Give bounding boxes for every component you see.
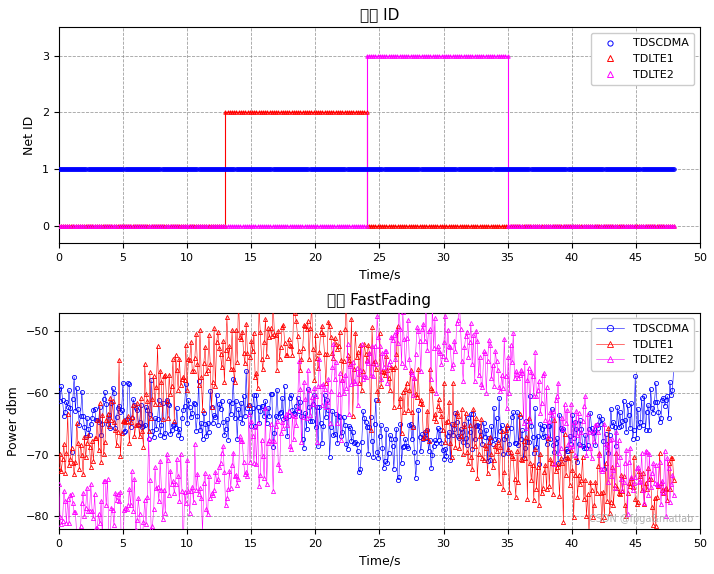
TDLTE2 [247, 417, 256, 424]
Legend: TDSCDMA, TDLTE1, TDLTE2: TDSCDMA, TDLTE1, TDLTE2 [591, 33, 695, 85]
Y-axis label: Net ID: Net ID [24, 115, 36, 155]
TDSCDMA [518, 166, 526, 173]
TDLTE2 [429, 344, 438, 351]
TDLTE1 [221, 223, 230, 230]
TDLTE1 [202, 223, 211, 230]
TDLTE1 [54, 466, 63, 472]
TDLTE2 [341, 223, 349, 230]
TDLTE1 [129, 223, 137, 230]
TDLTE2 [670, 491, 678, 498]
X-axis label: Time/s: Time/s [358, 269, 400, 281]
TDLTE2 [455, 297, 463, 304]
TDLTE1 [615, 491, 624, 498]
TDSCDMA [54, 386, 63, 393]
TDLTE1 [154, 223, 162, 230]
TDSCDMA [246, 409, 254, 416]
TDLTE1 [585, 531, 593, 538]
TDLTE2 [288, 223, 296, 230]
TDLTE1 [54, 223, 63, 230]
Line: TDSCDMA: TDSCDMA [56, 364, 676, 482]
Line: TDLTE1: TDLTE1 [57, 224, 227, 228]
TDSCDMA [213, 166, 221, 173]
TDSCDMA [393, 476, 402, 483]
TDSCDMA [314, 443, 323, 450]
Title: 网络 ID: 网络 ID [360, 7, 399, 22]
TDLTE2 [56, 223, 65, 230]
TDLTE2 [400, 336, 408, 343]
TDLTE2 [362, 223, 371, 230]
TDSCDMA [400, 442, 408, 449]
TDLTE2 [615, 454, 624, 461]
Line: TDLTE1: TDLTE1 [56, 297, 676, 536]
TDSCDMA [429, 443, 438, 449]
TDSCDMA [54, 166, 63, 173]
TDLTE1 [508, 452, 516, 459]
TDLTE1 [342, 296, 351, 302]
Y-axis label: Power dbm: Power dbm [7, 386, 20, 456]
TDSCDMA [466, 166, 474, 173]
TDSCDMA [670, 363, 678, 370]
TDLTE2 [69, 223, 78, 230]
TDLTE2 [296, 223, 305, 230]
TDLTE2 [315, 356, 323, 363]
TDLTE2 [117, 571, 126, 574]
TDLTE1 [162, 223, 171, 230]
TDLTE1 [429, 415, 438, 422]
TDLTE1 [670, 476, 678, 483]
TDSCDMA [508, 414, 516, 421]
TDLTE1 [169, 223, 177, 230]
TDSCDMA [670, 166, 679, 173]
Line: TDLTE2: TDLTE2 [56, 298, 676, 574]
TDSCDMA [333, 166, 341, 173]
TDSCDMA [164, 166, 172, 173]
TDLTE1 [400, 408, 408, 415]
TDLTE2 [232, 223, 241, 230]
TDLTE2 [509, 330, 518, 337]
X-axis label: Time/s: Time/s [358, 554, 400, 567]
TDLTE1 [246, 354, 254, 361]
Legend: TDSCDMA, TDLTE1, TDLTE2: TDSCDMA, TDLTE1, TDLTE2 [591, 319, 695, 371]
TDLTE1 [156, 223, 164, 230]
TDLTE2 [54, 223, 63, 230]
TDLTE1 [314, 365, 323, 372]
TDSCDMA [417, 166, 426, 173]
Line: TDLTE2: TDLTE2 [57, 224, 368, 228]
TDSCDMA [614, 424, 623, 430]
Line: TDSCDMA: TDSCDMA [57, 168, 676, 171]
TDLTE2 [54, 480, 63, 487]
Text: CSDN @fpga&matlab: CSDN @fpga&matlab [589, 514, 693, 525]
Title: 考虑 FastFading: 考虑 FastFading [328, 293, 431, 308]
